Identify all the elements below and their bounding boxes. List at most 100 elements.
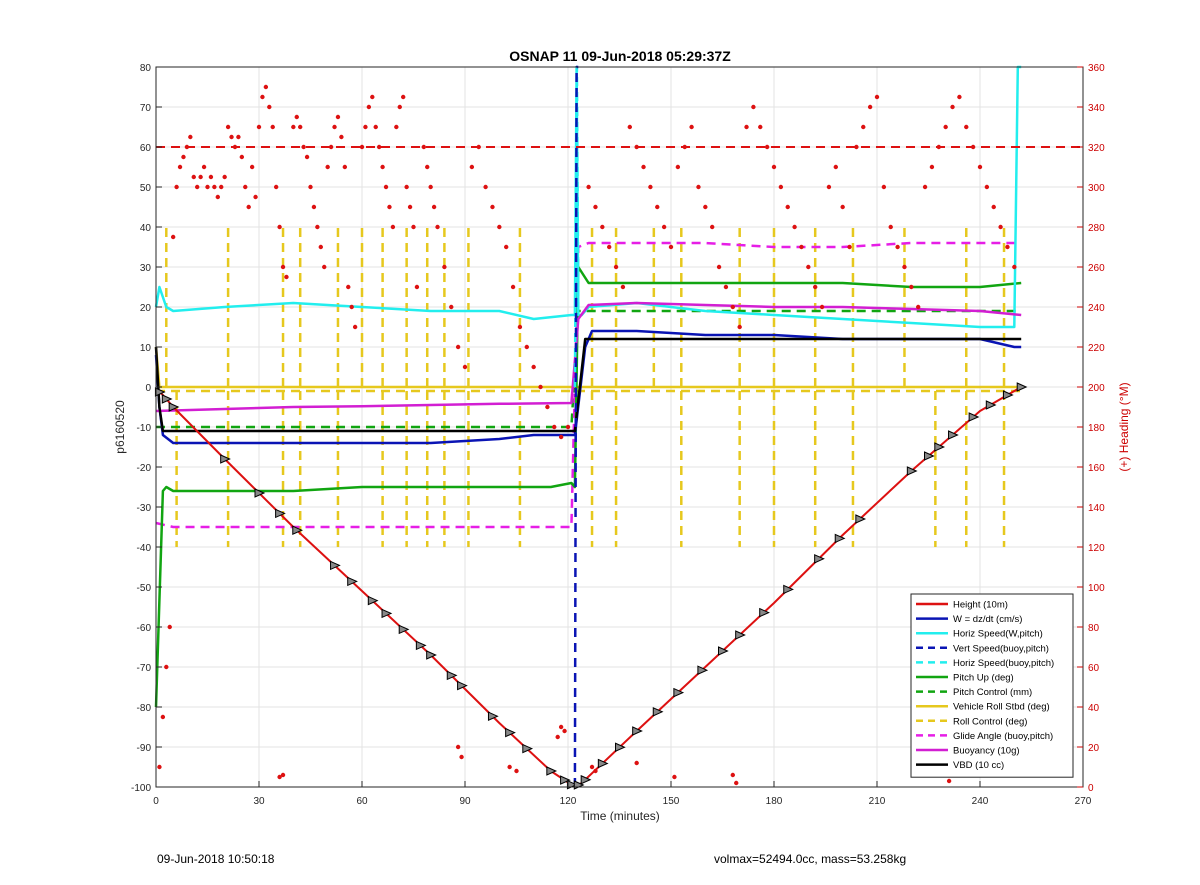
heading-point (675, 164, 681, 170)
height-marker (968, 412, 980, 422)
heading-point (208, 174, 214, 180)
heading-point (703, 204, 708, 210)
series-line-vbd (154, 337, 1022, 433)
heading-point (352, 324, 358, 330)
y2-tick-label: 40 (1088, 703, 1100, 714)
heading-point (332, 124, 337, 130)
heading-point (524, 344, 529, 350)
heading-point (964, 124, 969, 130)
heading-point (672, 774, 677, 780)
heading-point (167, 624, 172, 630)
y2-tick-label: 360 (1088, 63, 1105, 74)
heading-point (236, 134, 241, 140)
heading-point (826, 184, 832, 190)
legend-label-vbd: VBD (10 cc) (953, 760, 1004, 771)
chart-title: OSNAP 11 09-Jun-2018 05:29:37Z (509, 48, 731, 64)
heading-point (874, 94, 880, 100)
heading-point (263, 84, 269, 90)
heading-point (806, 264, 811, 270)
height-marker (814, 554, 825, 564)
heading-point (462, 364, 468, 370)
y2-tick-label: 180 (1088, 423, 1105, 434)
heading-point (376, 144, 382, 150)
heading-point (407, 204, 413, 210)
footer-timestamp: 09-Jun-2018 10:50:18 (157, 852, 275, 866)
heading-point (531, 364, 536, 370)
heading-point (260, 94, 265, 100)
height-marker (783, 584, 794, 595)
heading-point (229, 134, 234, 140)
heading-point (545, 404, 550, 410)
heading-point (589, 764, 595, 770)
legend: Height (10m) W = dz/dt (cm/s) Horiz Speed(… (910, 593, 1074, 778)
legend-label-glide: Glide Angle (buoy,pitch) (953, 731, 1053, 742)
series-line-pitch (154, 265, 1022, 708)
footer-volmax-mass: volmax=52494.0cc, mass=53.258kg (714, 852, 907, 866)
heading-point (661, 224, 667, 230)
height-marker (292, 525, 303, 535)
y2-tick-label: 340 (1088, 103, 1105, 114)
heading-point (655, 204, 660, 210)
height-marker (924, 451, 935, 461)
heading-point (215, 194, 220, 200)
y-tick-label: -100 (131, 783, 151, 794)
y2-tick-label: 260 (1088, 263, 1105, 274)
heading-point (716, 264, 722, 270)
heading-point (627, 124, 632, 130)
heading-point (744, 124, 749, 130)
heading-point (459, 754, 464, 760)
heading-point (957, 94, 962, 100)
height-marker (906, 466, 918, 476)
heading-point (449, 304, 454, 310)
height-marker (652, 707, 664, 717)
heading-point (404, 184, 409, 190)
y-tick-label: 50 (140, 183, 152, 194)
y2-tick-label: 280 (1088, 223, 1105, 234)
height-marker (934, 442, 946, 452)
height-marker (275, 508, 286, 519)
series-line-buoyancy (155, 301, 1022, 413)
legend-label-horiz: Horiz Speed(W,pitch) (953, 629, 1043, 640)
heading-point (785, 204, 790, 210)
heading-point (277, 774, 282, 780)
legend-label-rollc: Roll Control (deg) (953, 716, 1027, 727)
heading-point (177, 164, 183, 170)
heading-point (854, 144, 859, 150)
height-marker (855, 514, 867, 524)
heading-point (758, 124, 763, 130)
height-marker (735, 630, 746, 640)
y2-tick-label: 160 (1088, 463, 1105, 474)
heading-point (195, 184, 200, 190)
heading-point (778, 184, 784, 190)
x-tick-label: 90 (459, 796, 471, 807)
heading-point (273, 184, 279, 190)
heading-point (219, 184, 224, 190)
heading-point (370, 94, 375, 100)
y2-tick-label: 80 (1088, 623, 1100, 634)
heading-point (270, 124, 275, 130)
height-marker (522, 743, 534, 754)
heading-point (455, 744, 461, 750)
y2-tick-label: 20 (1088, 743, 1100, 754)
y-tick-label: 60 (140, 143, 152, 154)
legend-label-vert: Vert Speed(buoy,pitch) (953, 643, 1049, 654)
y-tick-label: -30 (137, 503, 152, 514)
heading-point (558, 724, 564, 730)
height-marker (381, 608, 393, 619)
heading-point (181, 154, 186, 160)
height-marker (1002, 390, 1014, 400)
heading-point (991, 204, 996, 210)
heading-point (366, 104, 372, 110)
heading-point (490, 204, 495, 210)
heading-point (734, 780, 739, 786)
heading-point (833, 164, 838, 170)
heading-point (562, 728, 567, 734)
y-tick-label: 30 (140, 263, 152, 274)
height-marker (415, 640, 427, 651)
heading-point (243, 184, 248, 190)
height-marker (161, 394, 173, 404)
heading-point (380, 164, 385, 170)
heading-point (246, 204, 251, 210)
heading-point (813, 284, 818, 290)
heading-point (641, 164, 646, 170)
